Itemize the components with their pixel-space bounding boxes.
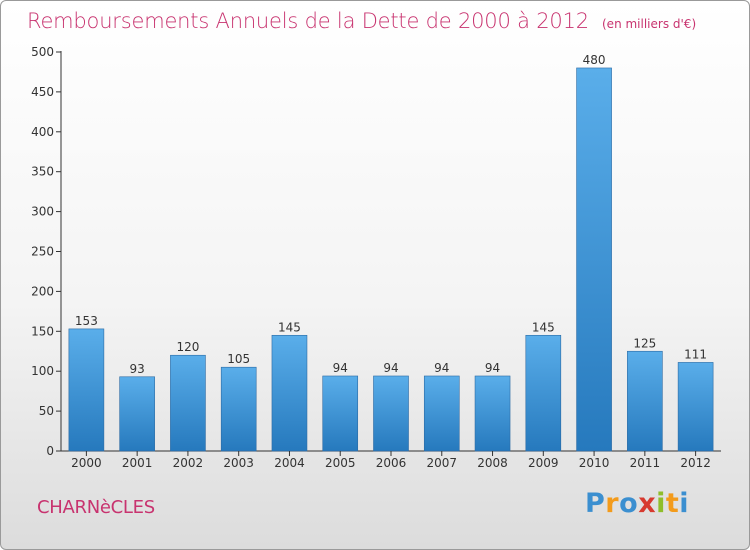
bar <box>423 375 460 452</box>
y-tick-label: 150 <box>31 324 54 338</box>
y-tick-label: 50 <box>39 404 54 418</box>
bar-value-label: 120 <box>176 340 199 354</box>
x-tick-label: 2002 <box>173 456 204 470</box>
logo-letter: o <box>619 488 639 519</box>
logo-letter: P <box>585 488 606 519</box>
x-tick-label: 2004 <box>274 456 305 470</box>
bar-value-label: 480 <box>583 53 606 67</box>
bar <box>373 375 409 452</box>
x-tick-label: 2007 <box>426 456 457 470</box>
bar <box>677 362 714 452</box>
x-tick-label: 2012 <box>680 456 711 470</box>
chart-title: Remboursements Annuels de la Dette de 20… <box>27 9 589 33</box>
y-tick-label: 400 <box>31 125 54 139</box>
town-name: CHARNèCLES <box>37 497 155 518</box>
y-tick-label: 0 <box>46 444 54 458</box>
x-tick-label: 2011 <box>630 456 661 470</box>
bar-value-label: 145 <box>278 320 301 334</box>
y-tick-label: 450 <box>31 85 54 99</box>
bar <box>68 328 105 452</box>
y-tick-label: 100 <box>31 364 54 378</box>
bar-value-label: 125 <box>633 336 656 350</box>
bar-value-label: 105 <box>227 352 250 366</box>
bar <box>627 350 663 452</box>
bar <box>576 67 612 452</box>
logo-letter: i <box>679 488 690 519</box>
title-row: Remboursements Annuels de la Dette de 20… <box>27 9 696 33</box>
bar-value-label: 94 <box>485 361 500 375</box>
logo-letter: r <box>605 488 620 519</box>
proxiti-logo: Proxiti <box>585 488 689 519</box>
bar-value-label: 94 <box>434 361 449 375</box>
y-tick-label: 300 <box>31 205 54 219</box>
bar-value-label: 94 <box>383 361 398 375</box>
y-tick-label: 200 <box>31 284 54 298</box>
bar <box>220 366 257 452</box>
x-tick-label: 2003 <box>223 456 254 470</box>
logo-letter: x <box>638 488 657 519</box>
x-tick-label: 2001 <box>122 456 153 470</box>
x-tick-label: 2009 <box>528 456 559 470</box>
x-tick-label: 2005 <box>325 456 356 470</box>
bar <box>119 376 155 452</box>
bar-value-label: 93 <box>130 362 145 376</box>
bar-value-label: 153 <box>75 314 98 328</box>
chart-unit-note: (en milliers d'€) <box>602 17 697 31</box>
x-tick-label: 2006 <box>376 456 407 470</box>
bar <box>474 375 511 452</box>
bar <box>170 354 206 452</box>
bar <box>322 375 359 452</box>
bar-value-label: 145 <box>532 320 555 334</box>
bar <box>525 334 562 452</box>
bar-value-label: 94 <box>333 361 348 375</box>
logo-letter: t <box>665 488 680 519</box>
y-tick-label: 350 <box>31 165 54 179</box>
x-tick-label: 2010 <box>579 456 610 470</box>
y-tick-label: 250 <box>31 245 54 259</box>
y-tick-label: 500 <box>31 45 54 59</box>
logo-letter: i <box>656 488 666 519</box>
bar <box>271 334 308 452</box>
x-tick-label: 2008 <box>477 456 508 470</box>
bar-value-label: 111 <box>684 347 707 361</box>
x-tick-label: 2000 <box>71 456 102 470</box>
